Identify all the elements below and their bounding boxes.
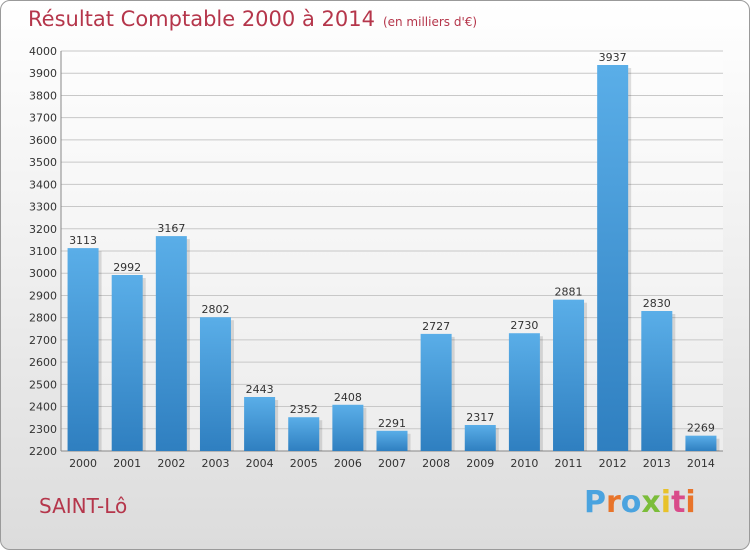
logo-letter: i <box>685 485 696 520</box>
y-tick-label: 3800 <box>29 89 57 102</box>
data-label: 2730 <box>510 319 538 332</box>
y-tick-label: 3600 <box>29 134 57 147</box>
bars-group <box>67 65 720 451</box>
y-tick-label: 3500 <box>29 156 57 169</box>
logo-letter: t <box>671 485 686 520</box>
x-tick-label: 2007 <box>378 457 406 470</box>
y-tick-label: 3100 <box>29 245 57 258</box>
y-tick-label: 3300 <box>29 201 57 214</box>
x-tick-label: 2002 <box>157 457 185 470</box>
data-label: 3167 <box>157 222 185 235</box>
bar-2001 <box>111 275 143 451</box>
x-tick-label: 2013 <box>643 457 671 470</box>
proxiti-logo: Proxiti <box>584 485 696 520</box>
logo-letter: i <box>660 485 672 520</box>
logo-letter: r <box>606 485 621 520</box>
data-label: 2352 <box>290 403 318 416</box>
y-tick-label: 2700 <box>29 334 57 347</box>
data-label: 2881 <box>555 286 583 299</box>
data-label: 2830 <box>643 297 671 310</box>
bar-2002 <box>155 236 187 451</box>
y-tick-label: 2800 <box>29 312 57 325</box>
logo-letter: x <box>641 485 661 520</box>
bar-2003 <box>199 317 231 451</box>
chart-title: Résultat Comptable 2000 à 2014 (en millie… <box>28 7 477 31</box>
data-label: 3937 <box>599 51 627 64</box>
bar-2004 <box>244 397 276 451</box>
y-tick-label: 2900 <box>29 289 57 302</box>
x-tick-label: 2005 <box>290 457 318 470</box>
city-name: SAINT-Lô <box>39 494 128 518</box>
x-tick-label: 2012 <box>599 457 627 470</box>
logo-letter: o <box>620 485 642 520</box>
data-label: 2408 <box>334 391 362 404</box>
y-tick-label: 4000 <box>29 45 57 58</box>
bar-2006 <box>332 404 364 451</box>
x-tick-label: 2003 <box>201 457 229 470</box>
bar-2012 <box>597 65 629 451</box>
y-tick-label: 3400 <box>29 178 57 191</box>
x-tick-label: 2010 <box>510 457 538 470</box>
data-label: 2727 <box>422 320 450 333</box>
bar-2014 <box>685 435 717 451</box>
y-tick-label: 3000 <box>29 267 57 280</box>
x-tick-label: 2011 <box>555 457 583 470</box>
y-tick-label: 3900 <box>29 67 57 80</box>
x-tick-label: 2004 <box>246 457 274 470</box>
chart-title-text: Résultat Comptable 2000 à 2014 <box>28 7 375 31</box>
bar-2000 <box>67 248 99 451</box>
x-tick-label: 2000 <box>69 457 97 470</box>
x-tick-label: 2001 <box>113 457 141 470</box>
data-label: 2443 <box>246 383 274 396</box>
y-tick-label: 2200 <box>29 445 57 458</box>
logo-letter: P <box>584 485 606 520</box>
y-tick-label: 2600 <box>29 356 57 369</box>
bar-2005 <box>288 417 320 451</box>
data-label: 2802 <box>201 303 229 316</box>
data-label: 2269 <box>687 422 715 435</box>
x-tick-label: 2008 <box>422 457 450 470</box>
x-tick-label: 2006 <box>334 457 362 470</box>
x-tick-label: 2014 <box>687 457 715 470</box>
data-label: 2992 <box>113 261 141 274</box>
bar-2009 <box>464 425 496 451</box>
bar-2013 <box>641 311 673 451</box>
bar-2011 <box>553 299 585 451</box>
y-tick-label: 2300 <box>29 423 57 436</box>
data-label: 2317 <box>466 411 494 424</box>
bar-2007 <box>376 430 408 451</box>
chart-subtitle: (en milliers d'€) <box>382 15 478 29</box>
labels-group: 2200 2300 2400 2500 2600 2700 2800 2900 3000 3100… <box>29 45 715 470</box>
bar-2008 <box>420 333 452 451</box>
y-tick-label: 3200 <box>29 223 57 236</box>
y-tick-label: 3700 <box>29 112 57 125</box>
y-tick-label: 2500 <box>29 378 57 391</box>
x-tick-label: 2009 <box>466 457 494 470</box>
bar-2010 <box>508 333 540 451</box>
data-label: 3113 <box>69 234 97 247</box>
y-tick-label: 2400 <box>29 401 57 414</box>
data-label: 2291 <box>378 417 406 430</box>
